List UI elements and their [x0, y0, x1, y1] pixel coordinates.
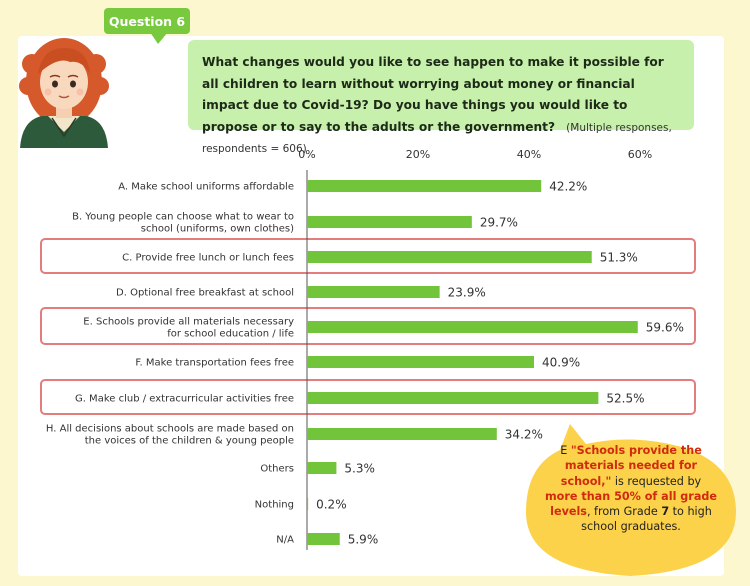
- bar-6: [307, 392, 599, 404]
- x-tick-label-40: 40%: [517, 148, 541, 161]
- question-note: (Multiple responses, respondents = 606): [202, 121, 672, 156]
- bar-4: [307, 321, 638, 333]
- girl-avatar-icon: [19, 38, 109, 148]
- highlight-box-c: [40, 238, 696, 274]
- question-tag: Question 6: [104, 8, 190, 34]
- value-label-4: 59.6%: [646, 321, 684, 335]
- callout-quote: "Schools provide the materials needed fo…: [560, 444, 702, 488]
- bar-1: [307, 216, 472, 228]
- callout-text: E "Schools provide the materials needed …: [543, 443, 719, 535]
- bar-0: [307, 180, 542, 192]
- bar-7: [307, 428, 497, 440]
- question-text: What changes would you like to see happe…: [202, 55, 664, 134]
- value-label-5: 40.9%: [542, 356, 580, 370]
- question-tag-tail: [150, 32, 168, 44]
- category-label-2-0: C. Provide free lunch or lunch fees: [122, 253, 294, 264]
- value-label-7: 34.2%: [505, 428, 543, 442]
- highlight-box-g: [40, 379, 696, 415]
- category-label-4-1: for school education / life: [167, 329, 294, 340]
- value-label-10: 5.9%: [348, 533, 379, 547]
- value-label-8: 5.3%: [344, 462, 375, 476]
- value-label-2: 51.3%: [600, 251, 638, 265]
- question-box: What changes would you like to see happe…: [188, 40, 694, 155]
- x-tick-label-60: 60%: [628, 148, 652, 161]
- x-tick-label-0: 0%: [298, 148, 315, 161]
- category-label-9-0: Nothing: [255, 500, 294, 511]
- bar-5: [307, 356, 534, 368]
- category-label-0-0: A. Make school uniforms affordable: [118, 182, 294, 193]
- category-label-1-1: school (uniforms, own clothes): [141, 224, 294, 235]
- callout-prefix: E: [560, 444, 571, 457]
- value-label-3: 23.9%: [448, 286, 486, 300]
- highlight-box-e: [40, 307, 696, 345]
- category-label-7-0: H. All decisions about schools are made …: [46, 424, 294, 435]
- bar-10: [307, 533, 340, 545]
- category-label-6-0: G. Make club / extracurricular activitie…: [75, 394, 294, 405]
- value-label-1: 29.7%: [480, 216, 518, 230]
- bar-8: [307, 462, 337, 474]
- category-label-5-0: F. Make transportation fees free: [135, 358, 294, 369]
- category-label-4-0: E. Schools provide all materials necessa…: [83, 317, 294, 328]
- category-label-8-0: Others: [260, 464, 294, 475]
- category-label-3-0: D. Optional free breakfast at school: [116, 288, 294, 299]
- bar-3: [307, 286, 440, 298]
- callout-shape: [526, 424, 736, 576]
- category-label-10-0: N/A: [276, 535, 294, 546]
- callout-mid2: , from Grade: [586, 505, 662, 519]
- x-tick-label-20: 20%: [406, 148, 430, 161]
- callout-bubble: [526, 424, 736, 576]
- category-label-1-0: B. Young people can choose what to wear …: [72, 212, 294, 223]
- category-label-7-1: the voices of the children & young peopl…: [85, 436, 294, 447]
- value-label-9: 0.2%: [316, 498, 347, 512]
- callout-mid: is requested by: [611, 474, 702, 488]
- callout-suffix: to high school graduates.: [581, 505, 712, 534]
- value-label-0: 42.2%: [549, 180, 587, 194]
- bar-2: [307, 251, 592, 263]
- bar-9: [307, 498, 309, 510]
- callout-grade: 7: [661, 505, 670, 519]
- callout-emphasis: more than 50% of all grade levels: [545, 489, 717, 519]
- value-label-6: 52.5%: [606, 392, 644, 406]
